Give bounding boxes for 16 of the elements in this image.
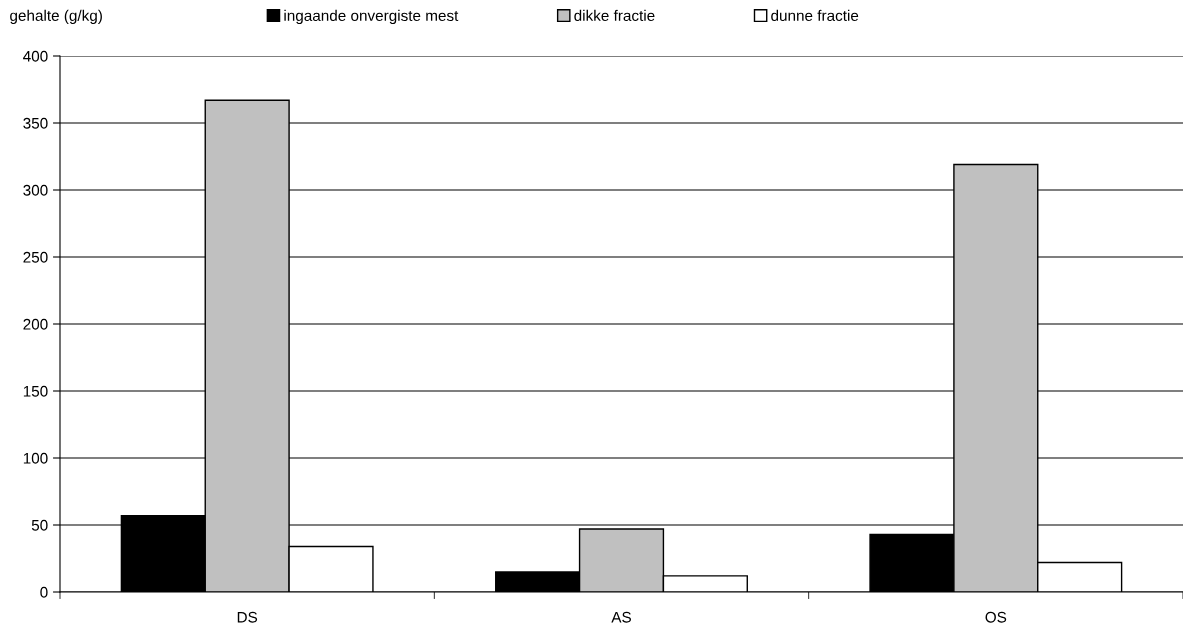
y-tick-label: 400 [23, 50, 48, 62]
x-tick-label: DS [237, 611, 258, 623]
legend-label: dikke fractie [574, 9, 655, 22]
y-tick-label: 50 [31, 519, 48, 531]
x-tick-label: OS [985, 611, 1007, 623]
y-tick-label: 150 [23, 385, 48, 397]
legend-label: dunne fractie [771, 9, 859, 22]
y-tick-label: 300 [23, 184, 48, 196]
y-axis-title: gehalte (g/kg) [10, 9, 102, 24]
x-tick-label: AS [611, 611, 631, 623]
y-tick-label: 250 [23, 251, 48, 263]
legend-label: ingaande onvergiste mest [284, 9, 459, 25]
y-tick-label: 200 [23, 318, 48, 330]
y-tick-label: 0 [40, 586, 48, 598]
y-tick-label: 100 [23, 452, 48, 464]
y-tick-label: 350 [23, 117, 48, 129]
